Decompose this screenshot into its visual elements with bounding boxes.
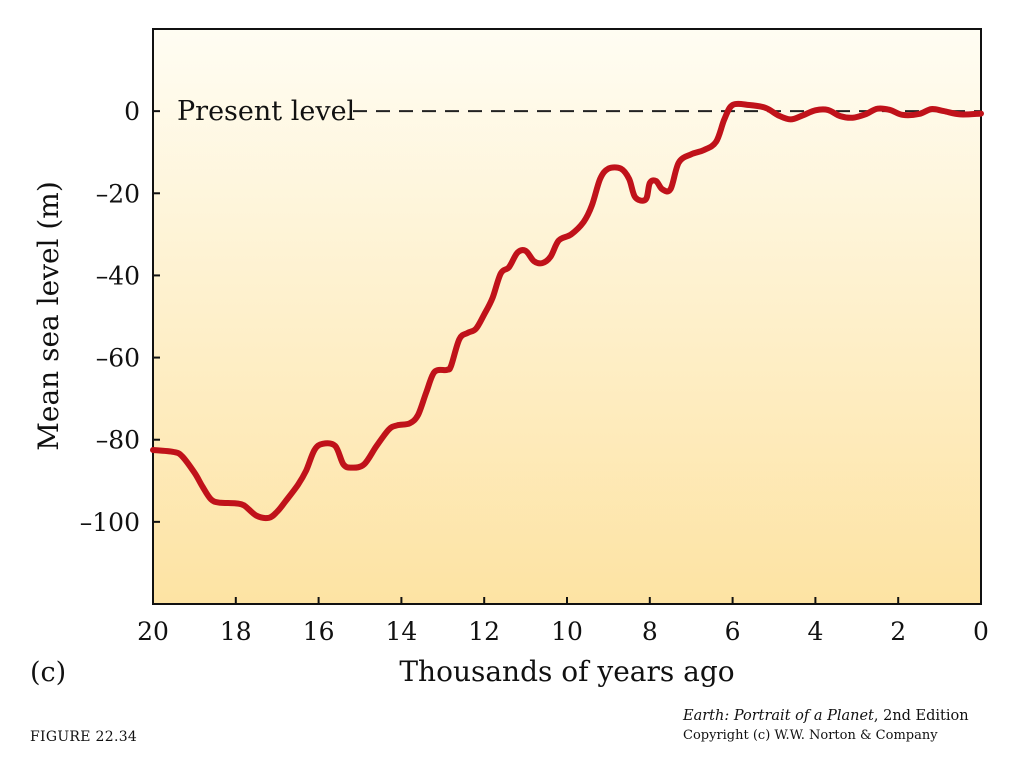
sea-level-line [150, 100, 984, 522]
y-tick-label: –40 [96, 261, 140, 290]
x-tick-label: 18 [220, 617, 252, 646]
panel-label: (c) [30, 657, 67, 688]
y-tick-label: –20 [96, 179, 140, 208]
book-edition: , 2nd Edition [873, 708, 969, 724]
present-level-label: Present level [177, 96, 355, 127]
y-axis: 0 –20 –40 –60 –80 –100 [80, 97, 160, 537]
plot-area [152, 28, 982, 605]
x-tick-label: 4 [807, 617, 823, 646]
x-tick-label: 0 [973, 617, 989, 646]
x-tick-label: 8 [642, 617, 658, 646]
x-tick-label: 14 [385, 617, 417, 646]
credit-block: Earth: Portrait of a Planet, 2nd Edition… [683, 707, 969, 745]
x-tick-label: 10 [551, 617, 583, 646]
present-level-reference: Present level [177, 96, 981, 127]
y-tick-label: –60 [96, 344, 140, 373]
x-tick-label: 20 [137, 617, 169, 646]
y-axis-title: Mean sea level (m) [32, 181, 65, 451]
figure-number: FIGURE 22.34 [30, 729, 138, 745]
x-tick-label: 12 [468, 617, 500, 646]
y-tick-label: –80 [96, 426, 140, 455]
x-tick-label: 16 [303, 617, 335, 646]
y-tick-label: 0 [124, 97, 140, 126]
x-tick-label: 2 [890, 617, 906, 646]
x-axis: 20 18 16 14 12 10 8 6 4 2 0 [137, 597, 989, 646]
x-axis-title: Thousands of years ago [399, 655, 734, 688]
book-title: Earth: Portrait of a Planet [683, 708, 874, 724]
y-tick-label: –100 [80, 508, 140, 537]
sea-level-series [150, 100, 984, 522]
x-tick-label: 6 [725, 617, 741, 646]
copyright-notice: Copyright (c) W.W. Norton & Company [683, 728, 938, 743]
